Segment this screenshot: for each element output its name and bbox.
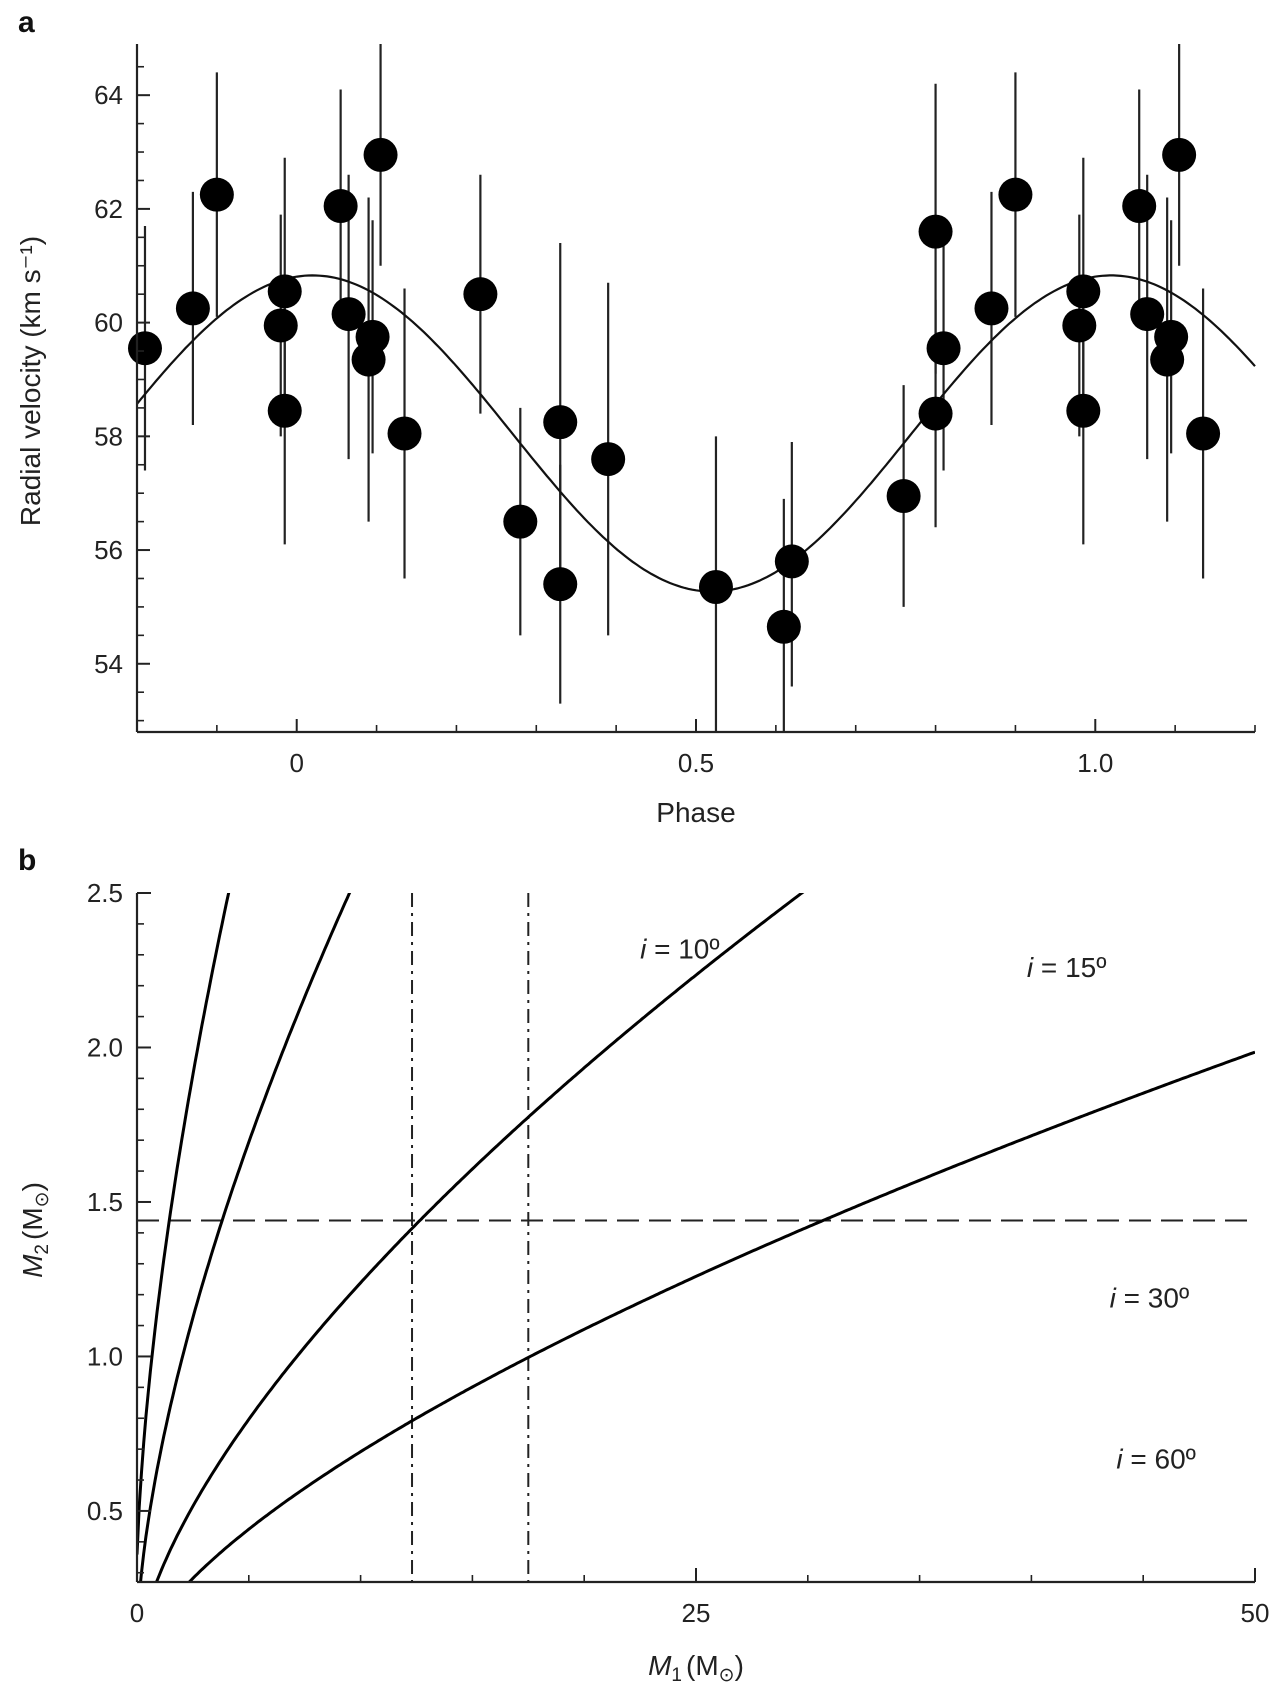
panel-b-curve-label-i-15: i = 15º	[1027, 952, 1107, 983]
panel-b-y-title-var: M	[17, 1254, 48, 1278]
panel-b-y-title-unit: (M	[17, 1207, 48, 1240]
panel-a-point-12	[463, 277, 498, 312]
curve-label-italic: i	[1110, 1283, 1117, 1314]
panel-a-x-tick-label: 0.5	[678, 748, 714, 778]
panel-a-point-4	[267, 274, 302, 309]
panel-a-y-tick-label: 56	[94, 535, 123, 565]
panel-b-label: b	[18, 844, 36, 877]
curve-label-italic: i	[640, 934, 647, 965]
panel-a-point-11	[387, 416, 422, 451]
panel-a-point-3	[263, 308, 298, 343]
panel-a-point-20	[886, 479, 921, 514]
panel-a-point-5	[267, 393, 302, 428]
panel-a-point-16	[591, 442, 626, 477]
panel-a-point-27	[1066, 274, 1101, 309]
panel-a-axes: 54 56 58 60 62 64 0 0.5 1.0	[94, 44, 1256, 778]
curve-label-italic: i	[1027, 952, 1034, 983]
panel-a-x-tick-label: 0	[289, 748, 303, 778]
curve-label-italic: i	[1116, 1443, 1123, 1474]
panel-a-x-axis-title: Phase	[656, 797, 735, 828]
panel-a-point-33	[1162, 137, 1197, 172]
panel-a-point-15	[543, 405, 578, 440]
panel-b-x-tick-label: 0	[130, 1598, 144, 1628]
panel-a-point-22	[918, 396, 953, 431]
panel-a-point-21	[918, 214, 953, 249]
panel-b-curve-label-i-60: i = 60º	[1116, 1443, 1196, 1474]
panel-a-point-28	[1066, 393, 1101, 428]
panel-b-curve-i-30	[154, 893, 805, 1582]
panel-b-y-axis-title: M2 (M⊙)	[17, 1182, 53, 1278]
panel-a-point-13	[503, 504, 538, 539]
panel-a-radial-velocity-chart: a 54 56 58 60 62 64 0 0.5 1.0 Phase Radial veloc…	[15, 6, 1256, 828]
panel-a-point-18	[766, 609, 801, 644]
panel-b-x-title-unit-sub: ⊙	[719, 1665, 735, 1686]
panel-b-x-axis-title: M1 (M⊙)	[648, 1650, 744, 1686]
panel-a-y-tick-label: 54	[94, 649, 123, 679]
panel-b-y-title-sub: 2	[32, 1244, 53, 1255]
panel-a-point-7	[331, 297, 366, 332]
panel-b-y-tick-label: 2.5	[87, 878, 123, 908]
panel-a-point-1	[175, 291, 210, 326]
panel-b-y-title-unit-sub: ⊙	[32, 1191, 53, 1207]
panel-a-point-10	[363, 137, 398, 172]
panel-a-point-32	[1154, 319, 1189, 354]
panel-a-point-14	[543, 567, 578, 602]
panel-b-x-title-var: M	[648, 1650, 672, 1681]
panel-a-point-23	[926, 331, 961, 366]
panel-a-point-0	[127, 331, 162, 366]
panel-a-point-25	[998, 177, 1033, 212]
panel-b-x-title-close: )	[735, 1650, 744, 1681]
panel-a-point-30	[1130, 297, 1165, 332]
panel-a-y-tick-label: 60	[94, 308, 123, 338]
panel-b-curve-label-i-30: i = 30º	[1110, 1283, 1190, 1314]
panel-b-curve-i-60	[187, 1050, 1255, 1582]
curve-label-value: = 30º	[1116, 1283, 1189, 1314]
panel-a-y-tick-label: 64	[94, 80, 123, 110]
panel-b-y-tick-label: 2.0	[87, 1032, 123, 1062]
curve-label-value: = 10º	[646, 934, 719, 965]
panel-a-x-tick-label: 1.0	[1077, 748, 1113, 778]
panel-a-y-axis-title: Radial velocity (km s⁻¹)	[15, 236, 46, 526]
panel-b-x-title-unit: (M	[686, 1650, 719, 1681]
panel-a-label: a	[18, 6, 35, 39]
panel-a-point-29	[1122, 189, 1157, 224]
panel-a-point-9	[355, 319, 390, 354]
panel-b-y-tick-label: 0.5	[87, 1496, 123, 1526]
panel-b-reference-lines	[137, 893, 1255, 1582]
panel-a-y-tick-label: 58	[94, 421, 123, 451]
panel-a-point-19	[774, 544, 809, 579]
panel-a-point-34	[1186, 416, 1221, 451]
panel-b-y-tick-label: 1.0	[87, 1341, 123, 1371]
panel-a-point-6	[323, 189, 358, 224]
panel-a-error-bars	[143, 44, 1205, 732]
curve-label-value: = 60º	[1123, 1443, 1196, 1474]
panel-b-curve-label-i-10: i = 10º	[640, 934, 720, 965]
panel-a-point-24	[974, 291, 1009, 326]
panel-b-y-tick-label: 1.5	[87, 1187, 123, 1217]
panel-a-y-tick-label: 62	[94, 194, 123, 224]
curve-label-value: = 15º	[1033, 952, 1106, 983]
panel-a-points	[127, 137, 1221, 644]
panel-b-curve-i-10	[137, 893, 231, 1555]
panel-b-y-title-close: )	[17, 1182, 48, 1191]
panel-a-point-17	[698, 570, 733, 605]
panel-b-curves	[137, 893, 1255, 1582]
panel-b-x-tick-label: 50	[1241, 1598, 1270, 1628]
panel-b-axes: 0.5 1.0 1.5 2.0 2.5 0 25 50	[87, 878, 1270, 1628]
panel-b-curve-i-15	[139, 893, 352, 1582]
panel-a-point-26	[1062, 308, 1097, 343]
panel-b-x-title-sub: 1	[671, 1665, 682, 1686]
panel-a-point-2	[199, 177, 234, 212]
panel-b-x-tick-label: 25	[682, 1598, 711, 1628]
